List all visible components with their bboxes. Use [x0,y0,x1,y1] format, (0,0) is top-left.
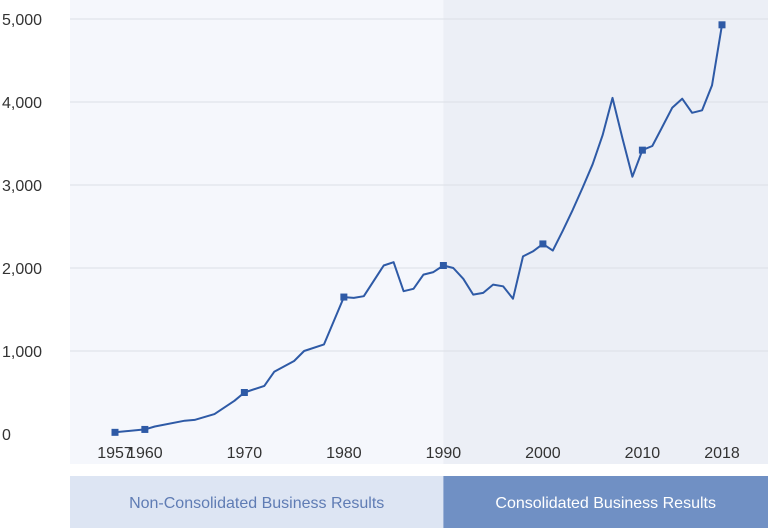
region-band-label-1: Consolidated Business Results [495,495,716,512]
data-point-marker [638,146,646,154]
x-tick-label: 2018 [704,445,740,462]
x-tick-label: 1980 [326,445,362,462]
series-line-0 [114,24,723,434]
x-tick-label: 2000 [525,445,561,462]
region-band-1 [443,476,768,528]
data-point-marker [240,389,248,396]
data-point-marker [439,262,447,270]
x-tick-label: 1990 [426,445,462,462]
y-axis-ticks: 0 1,000 2,000 3,000 4,000 5,000 [2,12,42,444]
x-tick-label: 1970 [227,445,263,462]
data-point-marker [141,425,149,433]
grid-lines [70,18,768,352]
x-tick-label: 1957 [97,445,133,462]
plot-region-0 [70,0,444,464]
plot-region-1 [443,0,768,464]
x-tick-label: 1960 [127,445,163,462]
data-point-marker [539,240,547,248]
data-point-marker [111,428,119,436]
y-tick-label: 1,000 [2,344,42,361]
plot-regions [70,0,768,464]
series-group [114,24,723,434]
y-tick-label: 0 [2,427,11,444]
region-band-label-0: Non-Consolidated Business Results [129,495,384,512]
marker-group [111,21,726,436]
region-band-0 [70,476,444,528]
y-tick-label: 3,000 [2,178,42,195]
y-tick-label: 2,000 [2,261,42,278]
y-tick-label: 5,000 [2,12,42,29]
x-tick-label: 2010 [625,445,661,462]
data-point-marker [340,293,348,301]
data-point-marker [718,21,726,29]
y-tick-label: 4,000 [2,95,42,112]
region-legend-bands: Non-Consolidated Business Results Consoli… [70,476,768,528]
